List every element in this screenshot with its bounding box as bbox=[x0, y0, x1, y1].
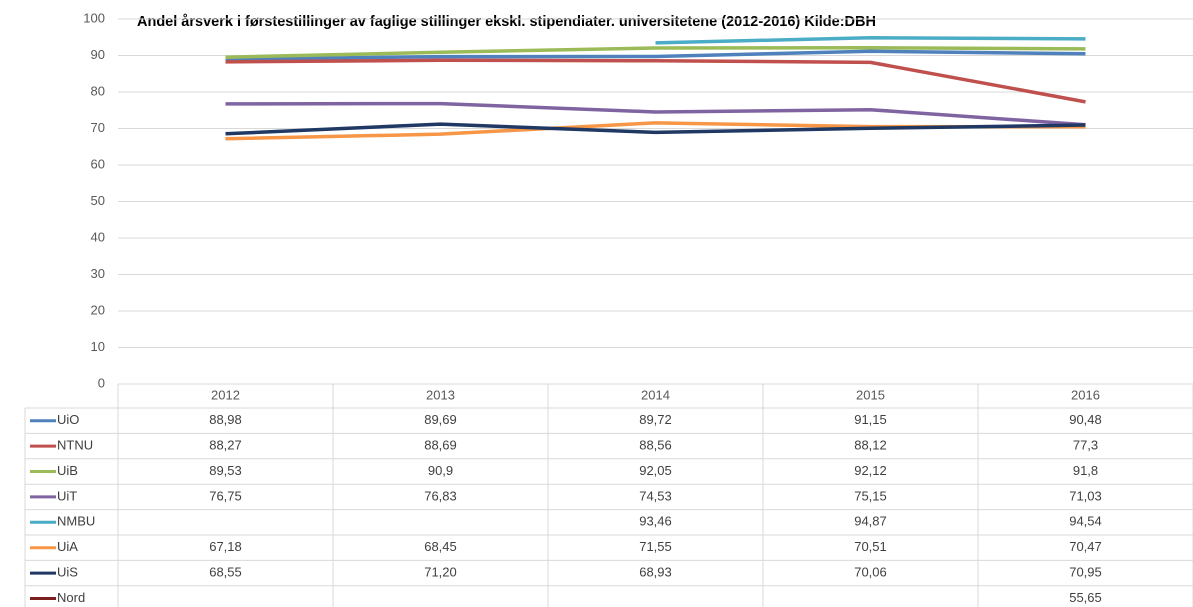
table-value: 68,45 bbox=[424, 539, 457, 554]
series-line bbox=[225, 101, 1086, 127]
legend-label: UiA bbox=[57, 539, 78, 554]
table-value: 88,27 bbox=[209, 438, 242, 453]
table-value: 70,95 bbox=[1069, 565, 1102, 580]
legend-label: NTNU bbox=[57, 438, 93, 453]
table-value: 71,20 bbox=[424, 565, 457, 580]
table-value: 71,55 bbox=[639, 539, 672, 554]
table-value: 90,9 bbox=[428, 463, 453, 478]
table-value: 93,46 bbox=[639, 514, 672, 529]
y-tick-label: 30 bbox=[91, 266, 105, 281]
table-value: 74,53 bbox=[639, 488, 672, 503]
table-value: 75,15 bbox=[854, 488, 887, 503]
table-value: 89,72 bbox=[639, 412, 672, 427]
y-tick-label: 60 bbox=[91, 156, 105, 171]
table-value: 88,12 bbox=[854, 438, 887, 453]
table-value: 94,54 bbox=[1069, 514, 1102, 529]
legend-label: UiO bbox=[57, 412, 79, 427]
series-line bbox=[225, 58, 1086, 104]
y-tick-label: 20 bbox=[91, 302, 105, 317]
table-value: 90,48 bbox=[1069, 412, 1102, 427]
table-value: 68,55 bbox=[209, 565, 242, 580]
y-tick-label: 80 bbox=[91, 83, 105, 98]
table-value: 92,12 bbox=[854, 463, 887, 478]
table-value: 77,3 bbox=[1073, 438, 1098, 453]
series-line bbox=[225, 122, 1086, 136]
table-value: 94,87 bbox=[854, 514, 887, 529]
table-value: 89,53 bbox=[209, 463, 242, 478]
table-value: 70,06 bbox=[854, 565, 887, 580]
x-tick-label: 2012 bbox=[211, 387, 240, 402]
y-tick-label: 70 bbox=[91, 120, 105, 135]
legend-label: UiS bbox=[57, 565, 78, 580]
y-tick-label: 100 bbox=[83, 10, 105, 25]
y-tick-label: 10 bbox=[91, 339, 105, 354]
table-value: 88,56 bbox=[639, 438, 672, 453]
y-tick-label: 40 bbox=[91, 229, 105, 244]
legend-label: Nord bbox=[57, 590, 85, 605]
table-value: 67,18 bbox=[209, 539, 242, 554]
table-value: 91,8 bbox=[1073, 463, 1098, 478]
x-tick-label: 2016 bbox=[1071, 387, 1100, 402]
y-tick-label: 0 bbox=[98, 375, 105, 390]
table-value: 76,83 bbox=[424, 488, 457, 503]
table-value: 76,75 bbox=[209, 488, 242, 503]
chart-title: Andel årsverk i førstestillinger av fagl… bbox=[137, 14, 876, 30]
table-value: 91,15 bbox=[854, 412, 887, 427]
table-value: 68,93 bbox=[639, 565, 672, 580]
series-line bbox=[655, 35, 1086, 45]
legend-label: NMBU bbox=[57, 514, 95, 529]
table-value: 88,98 bbox=[209, 412, 242, 427]
legend-label: UiT bbox=[57, 488, 77, 503]
x-tick-label: 2015 bbox=[856, 387, 885, 402]
x-tick-label: 2014 bbox=[641, 387, 670, 402]
y-tick-label: 90 bbox=[91, 47, 105, 62]
table-value: 92,05 bbox=[639, 463, 672, 478]
series-line bbox=[225, 49, 1086, 61]
x-tick-label: 2013 bbox=[426, 387, 455, 402]
table-value: 71,03 bbox=[1069, 488, 1102, 503]
y-tick-label: 50 bbox=[91, 193, 105, 208]
table-value: 89,69 bbox=[424, 412, 457, 427]
table-value: 88,69 bbox=[424, 438, 457, 453]
legend-label: UiB bbox=[57, 463, 78, 478]
table-value: 55,65 bbox=[1069, 590, 1102, 605]
table-value: 70,47 bbox=[1069, 539, 1102, 554]
series-line bbox=[225, 46, 1086, 59]
table-value: 70,51 bbox=[854, 539, 887, 554]
